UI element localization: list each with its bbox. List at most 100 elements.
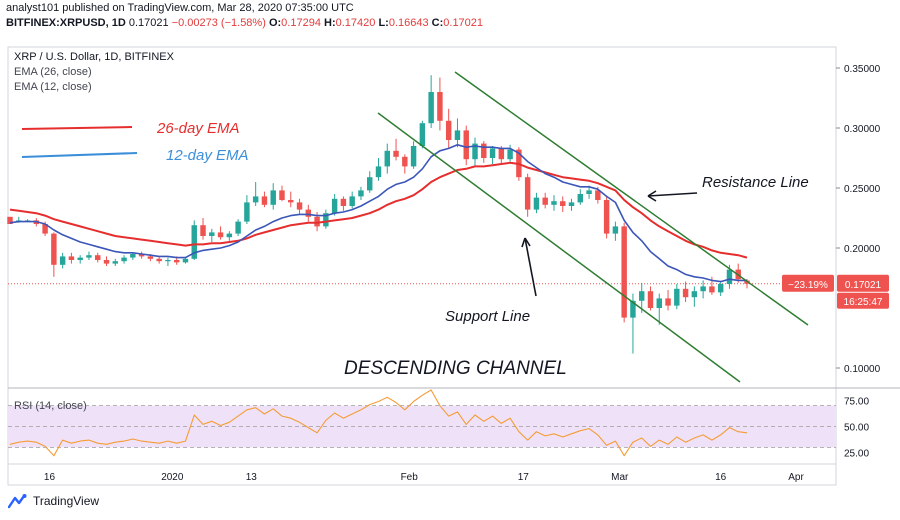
candle-body: [165, 260, 171, 262]
candle-body: [200, 225, 206, 236]
candle-body: [709, 286, 715, 293]
candle-body: [358, 190, 364, 197]
symbol-ohlc-line: BITFINEX:XRPUSD, 1D 0.17021 −0.00273 (−1…: [6, 17, 483, 29]
candle-body: [51, 233, 57, 265]
candle-body: [103, 260, 110, 264]
candle-body: [647, 291, 654, 308]
candle-body: [498, 148, 505, 160]
candle-body: [691, 291, 698, 298]
candle-body: [621, 226, 627, 318]
candle-body: [445, 120, 452, 140]
candle-body: [279, 190, 285, 200]
candle-body: [489, 148, 496, 158]
high-value: 0.17420: [335, 17, 376, 29]
resistance-arrow-head: [647, 190, 657, 202]
candle-body: [410, 146, 417, 167]
price-tick-label: 0.25000: [844, 184, 881, 195]
time-tick-label: 17: [518, 472, 530, 483]
candle-body: [656, 298, 662, 308]
ema26-line: [9, 161, 748, 259]
rsi-label: RSI (14, close): [14, 400, 87, 412]
candle-body: [603, 200, 610, 234]
candle-body: [568, 202, 575, 206]
candle-body: [507, 149, 513, 160]
candle-body: [209, 232, 215, 236]
candle-body: [533, 197, 540, 210]
tradingview-logo-icon: [8, 494, 27, 509]
rsi-line: [9, 389, 748, 457]
candle-body: [59, 256, 66, 265]
candle-body: [524, 177, 531, 210]
candle-body: [314, 216, 320, 227]
candle-body: [595, 190, 601, 200]
candle-body: [261, 196, 268, 205]
resistance-trendline: [454, 71, 809, 326]
candle-body: [402, 156, 408, 167]
candle-body: [454, 130, 461, 140]
rsi-tick-label: 75.00: [844, 396, 869, 407]
candle-body: [305, 209, 312, 217]
candle-body: [226, 233, 233, 238]
time-tick-label: Mar: [611, 472, 629, 483]
candle-body: [472, 143, 478, 160]
candle-body: [235, 221, 241, 234]
pct-change-badge: [782, 274, 834, 292]
candle-body: [86, 255, 92, 258]
candle-body: [428, 92, 434, 124]
candle-body: [577, 194, 584, 203]
rsi-tick-label: 25.00: [844, 449, 869, 460]
candle-body: [375, 166, 382, 178]
last-price: 0.17021: [128, 17, 169, 29]
candle-body: [419, 123, 426, 146]
countdown-badge: [837, 292, 889, 309]
candle-body: [674, 288, 680, 306]
support-arrow-head: [521, 237, 531, 248]
candle-body: [481, 143, 487, 158]
candle-body: [138, 254, 145, 257]
candle-body: [191, 225, 197, 259]
support-arrow: [524, 237, 537, 297]
candle-body: [182, 258, 189, 263]
candle-body: [252, 196, 259, 203]
candle-body: [130, 254, 136, 258]
resistance-arrow: [647, 192, 698, 197]
candle-body: [393, 150, 399, 157]
candle-body: [665, 298, 671, 306]
candle-body: [244, 202, 250, 222]
last-price-badge-text: 0.17021: [845, 280, 882, 291]
candle-body: [68, 256, 75, 260]
time-tick-label: 16: [715, 472, 727, 483]
candle-body: [340, 198, 347, 206]
price-tick-label: 0.10000: [844, 364, 881, 375]
channel-annotation: DESCENDING CHANNEL: [344, 358, 567, 379]
last-price-badge: [837, 274, 889, 292]
candle-body: [586, 190, 592, 194]
candle-body: [638, 291, 645, 301]
open-value: 0.17294: [281, 17, 321, 29]
time-tick-label: 16: [44, 472, 56, 483]
candle-body: [217, 232, 224, 238]
candle-body: [121, 257, 127, 262]
ema12-line: [9, 144, 747, 283]
ema26-annotation: 26-day EMA: [156, 120, 240, 137]
close-value: 0.17021: [443, 17, 484, 29]
ema12-key-line: [21, 152, 138, 158]
candle-body: [147, 256, 154, 259]
price-change: −0.00273 (−1.58%): [171, 17, 266, 29]
candle-body: [270, 190, 276, 205]
candle-body: [95, 255, 101, 260]
candle-body: [42, 224, 48, 234]
rsi-tick-label: 50.00: [844, 423, 869, 434]
candle-body: [726, 269, 733, 284]
ema26-key-line: [21, 126, 133, 130]
pct-change-badge-text: −23.19%: [788, 280, 828, 291]
candle-body: [612, 226, 619, 234]
ema12-annotation: 12-day EMA: [166, 147, 249, 164]
resistance-annotation: Resistance Line: [702, 174, 809, 191]
low-value: 0.16643: [388, 17, 429, 29]
low-label: L:: [378, 17, 389, 29]
candle-body: [682, 288, 689, 298]
candle-body: [112, 261, 119, 264]
price-tick-label: 0.30000: [844, 124, 881, 135]
